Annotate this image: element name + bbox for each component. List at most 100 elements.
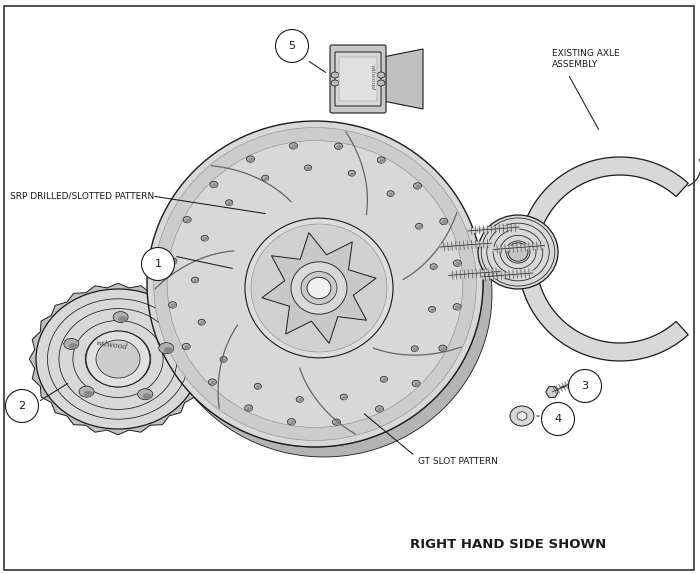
Ellipse shape [296, 397, 303, 402]
Text: SRP DRILLED/SLOTTED PATTERN: SRP DRILLED/SLOTTED PATTERN [10, 192, 154, 200]
Ellipse shape [291, 262, 347, 314]
Ellipse shape [251, 224, 387, 352]
Ellipse shape [167, 141, 463, 428]
Ellipse shape [418, 225, 423, 229]
Ellipse shape [387, 191, 394, 196]
Ellipse shape [210, 181, 218, 188]
Ellipse shape [220, 356, 228, 362]
Ellipse shape [182, 343, 190, 350]
Ellipse shape [288, 418, 295, 425]
Ellipse shape [454, 260, 461, 266]
Ellipse shape [198, 319, 205, 325]
Ellipse shape [222, 358, 227, 362]
Ellipse shape [456, 262, 461, 266]
Ellipse shape [171, 304, 176, 308]
Ellipse shape [453, 304, 461, 310]
Ellipse shape [510, 406, 534, 426]
FancyBboxPatch shape [339, 57, 377, 101]
Circle shape [141, 247, 174, 281]
Ellipse shape [164, 347, 173, 353]
Ellipse shape [262, 175, 269, 181]
Ellipse shape [36, 289, 200, 429]
Ellipse shape [379, 159, 385, 163]
Ellipse shape [335, 421, 340, 425]
Ellipse shape [416, 223, 423, 229]
Text: 3: 3 [582, 381, 589, 391]
Ellipse shape [337, 145, 342, 149]
Ellipse shape [378, 408, 384, 412]
Text: wilwood: wilwood [370, 64, 374, 90]
Ellipse shape [203, 237, 208, 241]
Ellipse shape [290, 143, 298, 149]
Ellipse shape [377, 72, 385, 78]
Ellipse shape [256, 385, 261, 389]
Ellipse shape [169, 258, 177, 265]
Circle shape [542, 402, 575, 436]
Ellipse shape [64, 339, 79, 350]
Text: 1: 1 [155, 259, 162, 269]
Text: 5: 5 [288, 41, 295, 51]
Ellipse shape [183, 216, 191, 223]
Ellipse shape [304, 165, 312, 170]
Text: 4: 4 [554, 414, 561, 424]
FancyBboxPatch shape [335, 52, 381, 106]
Ellipse shape [439, 345, 447, 351]
Ellipse shape [290, 421, 295, 425]
Ellipse shape [248, 158, 254, 162]
Polygon shape [148, 255, 492, 457]
Ellipse shape [478, 215, 558, 289]
Ellipse shape [382, 378, 388, 382]
Ellipse shape [440, 218, 448, 224]
Circle shape [276, 29, 309, 63]
Ellipse shape [201, 235, 209, 241]
Ellipse shape [380, 377, 388, 382]
Ellipse shape [212, 183, 218, 188]
Polygon shape [29, 283, 206, 435]
Ellipse shape [96, 340, 140, 378]
Text: wilwood: wilwood [95, 339, 129, 351]
Ellipse shape [414, 183, 421, 189]
Text: 2: 2 [18, 401, 26, 411]
Polygon shape [546, 387, 558, 397]
Ellipse shape [200, 321, 205, 325]
Ellipse shape [377, 80, 385, 86]
Polygon shape [262, 232, 376, 343]
Ellipse shape [211, 381, 216, 385]
Ellipse shape [118, 316, 127, 322]
Ellipse shape [298, 398, 303, 402]
Ellipse shape [246, 156, 255, 162]
Text: EXISTING AXLE
ASSEMBLY: EXISTING AXLE ASSEMBLY [552, 49, 620, 69]
Ellipse shape [413, 348, 419, 352]
Polygon shape [383, 49, 423, 109]
Ellipse shape [138, 389, 153, 400]
Ellipse shape [254, 383, 261, 389]
Ellipse shape [389, 193, 394, 197]
Ellipse shape [194, 279, 199, 283]
Ellipse shape [301, 272, 337, 304]
Ellipse shape [331, 72, 339, 78]
Ellipse shape [414, 382, 420, 387]
Ellipse shape [171, 260, 176, 265]
Ellipse shape [69, 343, 78, 349]
Ellipse shape [307, 277, 331, 298]
Ellipse shape [430, 308, 435, 312]
Ellipse shape [225, 200, 233, 205]
Ellipse shape [79, 386, 94, 397]
Ellipse shape [335, 143, 342, 149]
Ellipse shape [331, 80, 339, 86]
Polygon shape [518, 157, 688, 361]
Ellipse shape [340, 394, 347, 400]
Ellipse shape [147, 121, 483, 447]
Ellipse shape [307, 167, 312, 171]
Ellipse shape [113, 312, 128, 323]
Ellipse shape [432, 266, 438, 270]
Ellipse shape [264, 177, 269, 181]
Circle shape [568, 370, 601, 402]
Ellipse shape [416, 185, 421, 189]
Ellipse shape [159, 343, 174, 354]
Ellipse shape [245, 218, 393, 358]
Ellipse shape [375, 406, 384, 412]
Ellipse shape [412, 380, 420, 387]
Text: GT SLOT PATTERN: GT SLOT PATTERN [418, 457, 498, 467]
Ellipse shape [442, 220, 447, 224]
